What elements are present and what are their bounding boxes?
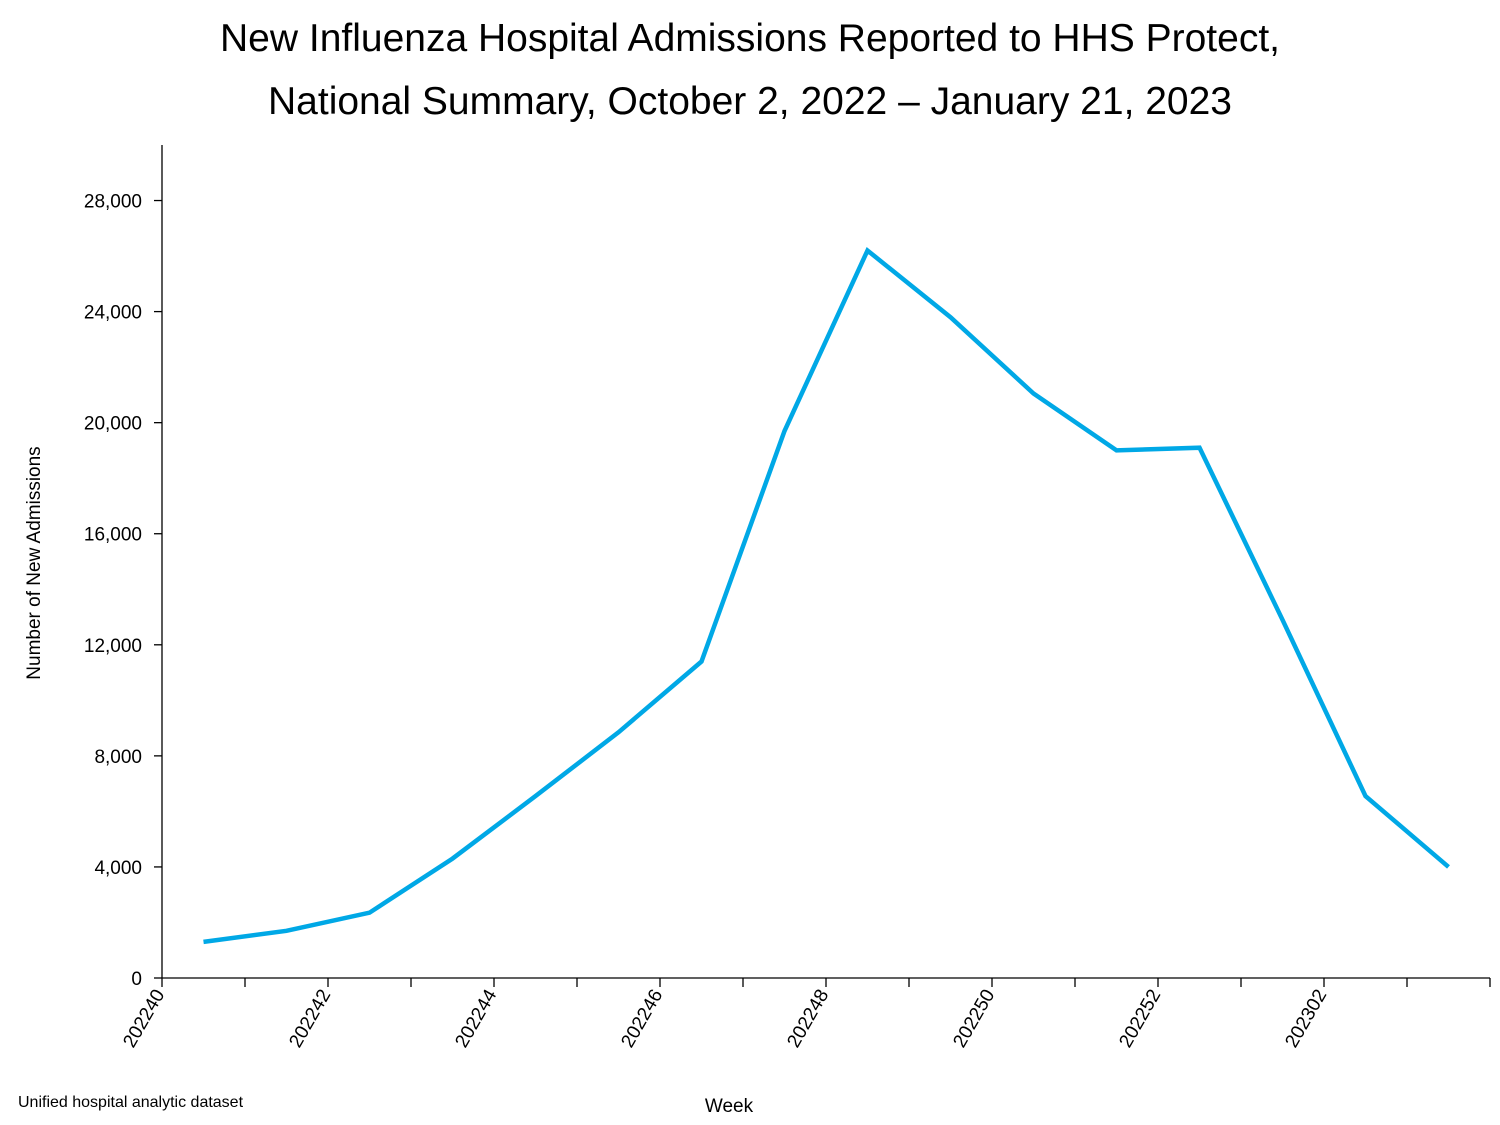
x-tick-label: 202240 bbox=[119, 986, 169, 1051]
y-tick-label: 8,000 bbox=[94, 747, 142, 768]
y-axis-ticks: 0 4,000 8,000 12,000 16,000 20,000 24,000 28,00… bbox=[84, 192, 162, 990]
x-axis-label: Week bbox=[705, 1096, 754, 1117]
y-tick-label: 16,000 bbox=[84, 525, 142, 546]
y-tick-label: 4,000 bbox=[94, 858, 142, 879]
y-tick-label: 0 bbox=[131, 969, 142, 990]
y-tick-label: 24,000 bbox=[84, 303, 142, 324]
x-tick-label: 202244 bbox=[451, 986, 501, 1052]
y-tick-label: 12,000 bbox=[84, 636, 142, 657]
y-tick-label: 20,000 bbox=[84, 414, 142, 435]
chart-title-line-2: National Summary, October 2, 2022 – Janu… bbox=[268, 80, 1232, 123]
y-tick-label: 28,000 bbox=[84, 192, 142, 213]
footnote: Unified hospital analytic dataset bbox=[18, 1094, 244, 1111]
x-tick-label: 202246 bbox=[617, 986, 667, 1051]
x-axis-ticks: 202240 202242 202244 202246 202248 202250 2022… bbox=[119, 978, 1491, 1052]
axes bbox=[161, 145, 1490, 979]
x-tick-label: 202250 bbox=[949, 986, 999, 1051]
x-tick-label: 202242 bbox=[285, 986, 335, 1051]
x-tick-label: 202252 bbox=[1115, 986, 1165, 1051]
x-tick-label: 202248 bbox=[783, 986, 833, 1051]
y-axis-label: Number of New Admissions bbox=[24, 446, 45, 679]
chart-title-line-1: New Influenza Hospital Admissions Report… bbox=[220, 17, 1280, 60]
series-layer bbox=[203, 246, 1450, 945]
series-line bbox=[203, 246, 1450, 945]
x-tick-label: 202302 bbox=[1281, 986, 1331, 1051]
